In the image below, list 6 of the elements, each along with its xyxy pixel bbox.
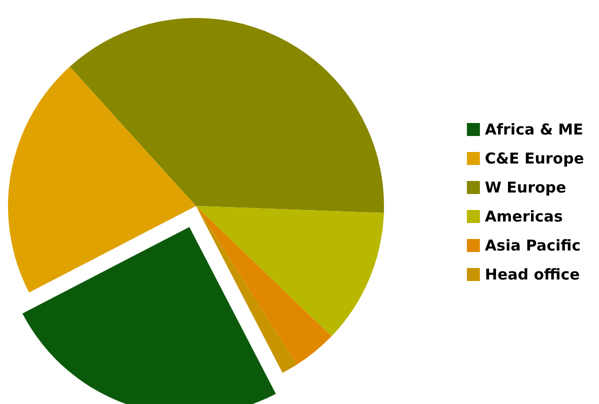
- legend-label: Asia Pacific: [484, 236, 581, 254]
- legend-label: Africa & ME: [484, 120, 584, 138]
- legend-label: W Europe: [484, 178, 566, 196]
- legend-label: C&E Europe: [484, 150, 584, 168]
- legend-label: Head office: [484, 266, 580, 284]
- legend-label: Americas: [484, 208, 563, 226]
